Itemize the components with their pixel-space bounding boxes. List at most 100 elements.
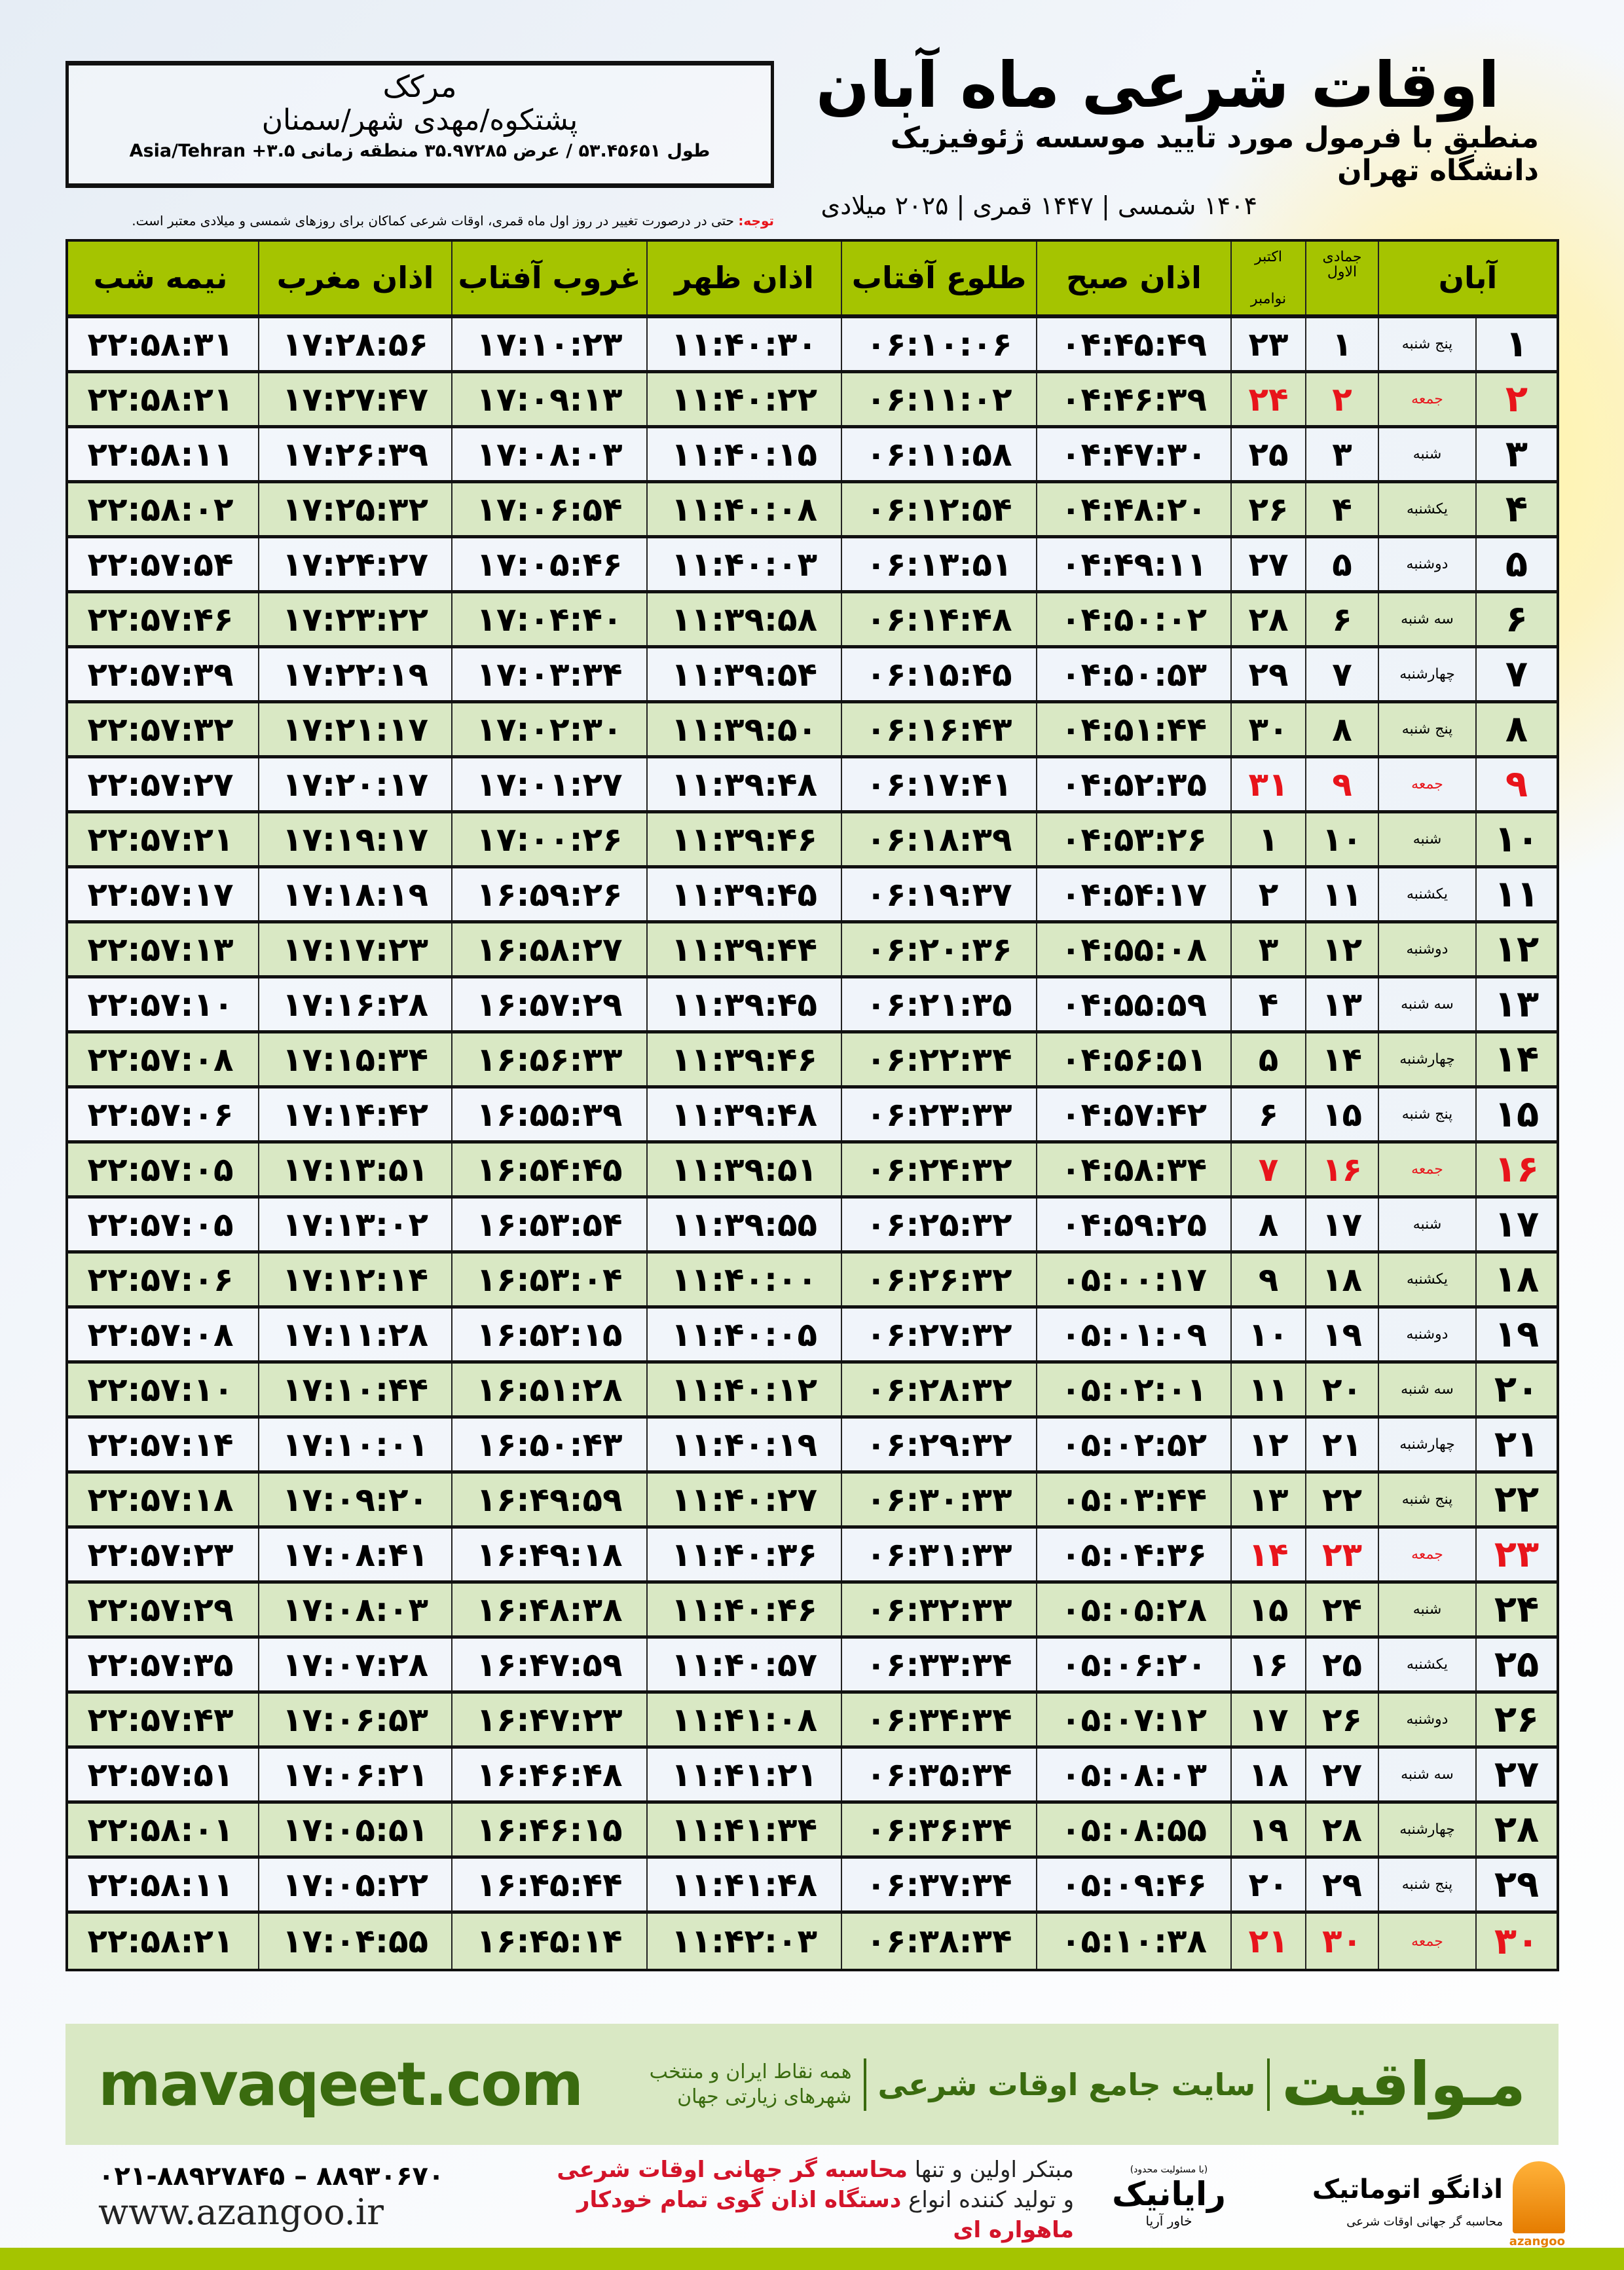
cell-fajr: ۰۴:۵۳:۲۶ <box>1036 813 1230 865</box>
cell-hijri: ۹ <box>1305 758 1378 810</box>
cell-dhuhr: ۱۱:۳۹:۴۶ <box>646 1033 841 1085</box>
page-title: اوقات شرعی ماه آبان <box>815 48 1500 122</box>
cell-fajr: ۰۴:۵۵:۰۸ <box>1036 923 1230 975</box>
cell-gregorian: ۱ <box>1230 813 1305 865</box>
cell-gregorian: ۶ <box>1230 1088 1305 1140</box>
cell-maghrib: ۱۷:۱۵:۳۴ <box>258 1033 451 1085</box>
cell-dhuhr: ۱۱:۴۰:۱۵ <box>646 428 841 480</box>
cell-hijri: ۱۶ <box>1305 1144 1378 1195</box>
cell-day: ۳۰ <box>1475 1914 1557 1969</box>
cell-sunset: ۱۶:۵۴:۴۵ <box>451 1144 646 1195</box>
cell-sunrise: ۰۶:۲۹:۳۲ <box>841 1419 1036 1470</box>
cell-midnight: ۲۲:۵۸:۳۱ <box>87 325 234 363</box>
promo-line1-highlight: محاسبه گر جهانی اوقات شرعی <box>557 2157 908 2183</box>
cell-gregorian: ۱۸ <box>1230 1749 1305 1800</box>
cell-weekday: چهارشنبه <box>1378 648 1475 700</box>
cell-sunrise: ۰۶:۱۹:۳۷ <box>841 868 1036 920</box>
cell-sunrise: ۰۶:۱۸:۳۹ <box>841 813 1036 865</box>
cell-sunset: ۱۶:۴۷:۵۹ <box>451 1639 646 1690</box>
cell-gregorian: ۲۹ <box>1230 648 1305 700</box>
cell-midnight: ۲۲:۵۷:۳۲ <box>87 710 234 749</box>
cell-hijri: ۱۲ <box>1305 923 1378 975</box>
table-row: ۱۱ یکشنبه ۱۱ ۲ ۰۴:۵۴:۱۷ ۰۶:۱۹:۳۷ ۱۱:۳۹:۴۵ ۱۶:۵۹… <box>68 868 1557 923</box>
note: توجه: حتی در درصورت تغییر در روز اول ماه… <box>65 213 774 229</box>
cell-hijri: ۱ <box>1305 318 1378 370</box>
cell-day: ۱۱ <box>1475 868 1557 920</box>
cell-midnight: ۲۲:۵۸:۲۱ <box>87 1922 234 1960</box>
cell-fajr: ۰۵:۰۷:۱۲ <box>1036 1694 1230 1745</box>
cell-dhuhr: ۱۱:۳۹:۵۵ <box>646 1199 841 1250</box>
cell-weekday: سه شنبه <box>1378 1749 1475 1800</box>
cell-sunset: ۱۶:۴۷:۲۳ <box>451 1694 646 1745</box>
cell-midnight: ۲۲:۵۷:۲۹ <box>87 1590 234 1629</box>
table-row: ۲۷ سه شنبه ۲۷ ۱۸ ۰۵:۰۸:۰۳ ۰۶:۳۵:۳۴ ۱۱:۴۱:۲۱ ۱۶:… <box>68 1749 1557 1804</box>
cell-hijri: ۲ <box>1305 373 1378 425</box>
cell-sunset: ۱۷:۰۳:۳۴ <box>451 648 646 700</box>
divider <box>863 2058 866 2111</box>
header-sunset: غروب آفتاب <box>451 242 646 314</box>
cell-gregorian: ۲۸ <box>1230 593 1305 645</box>
cell-midnight: ۲۲:۵۷:۱۰ <box>87 985 234 1024</box>
cell-sunset: ۱۶:۴۶:۴۸ <box>451 1749 646 1800</box>
cell-gregorian: ۱۵ <box>1230 1584 1305 1635</box>
cell-sunrise: ۰۶:۲۶:۳۲ <box>841 1254 1036 1305</box>
table-row: ۱۷ شنبه ۱۷ ۸ ۰۴:۵۹:۲۵ ۰۶:۲۵:۳۲ ۱۱:۳۹:۵۵ ۱۶:۵۳:۵… <box>68 1199 1557 1254</box>
cell-maghrib: ۱۷:۱۳:۰۲ <box>258 1199 451 1250</box>
cell-sunrise: ۰۶:۳۲:۳۳ <box>841 1584 1036 1635</box>
cell-hijri: ۱۱ <box>1305 868 1378 920</box>
cell-gregorian: ۳ <box>1230 923 1305 975</box>
cell-maghrib: ۱۷:۱۱:۲۸ <box>258 1309 451 1360</box>
cell-sunrise: ۰۶:۳۳:۳۴ <box>841 1639 1036 1690</box>
table-row: ۵ دوشنبه ۵ ۲۷ ۰۴:۴۹:۱۱ ۰۶:۱۳:۵۱ ۱۱:۴۰:۰۳ ۱۷:۰۵:… <box>68 538 1557 593</box>
cell-weekday: یکشنبه <box>1378 868 1475 920</box>
cell-sunrise: ۰۶:۳۱:۳۳ <box>841 1529 1036 1580</box>
cell-gregorian: ۲ <box>1230 868 1305 920</box>
table-row: ۲۰ سه شنبه ۲۰ ۱۱ ۰۵:۰۲:۰۱ ۰۶:۲۸:۳۲ ۱۱:۴۰:۱۲ ۱۶:… <box>68 1364 1557 1419</box>
cell-midnight: ۲۲:۵۷:۰۵ <box>87 1205 234 1244</box>
phone-numbers: ۰۲۱-۸۸۹۲۷۸۴۵ – ۸۸۹۳۰۶۷۰ <box>98 2161 445 2191</box>
cell-midnight: ۲۲:۵۷:۰۸ <box>87 1040 234 1079</box>
cell-sunset: ۱۷:۰۰:۲۶ <box>451 813 646 865</box>
cell-midnight: ۲۲:۵۷:۱۴ <box>87 1425 234 1464</box>
cell-dhuhr: ۱۱:۳۹:۴۵ <box>646 978 841 1030</box>
cell-gregorian: ۸ <box>1230 1199 1305 1250</box>
cell-dhuhr: ۱۱:۴۰:۴۶ <box>646 1584 841 1635</box>
cell-sunrise: ۰۶:۲۸:۳۲ <box>841 1364 1036 1415</box>
cell-sunrise: ۰۶:۳۴:۳۴ <box>841 1694 1036 1745</box>
cell-sunset: ۱۷:۱۰:۲۳ <box>451 318 646 370</box>
cell-maghrib: ۱۷:۰۵:۵۱ <box>258 1804 451 1855</box>
cell-hijri: ۴ <box>1305 483 1378 535</box>
note-label: توجه: <box>738 213 774 229</box>
cell-dhuhr: ۱۱:۴۰:۲۷ <box>646 1474 841 1525</box>
cell-hijri: ۲۳ <box>1305 1529 1378 1580</box>
cell-dhuhr: ۱۱:۴۰:۰۰ <box>646 1254 841 1305</box>
cell-gregorian: ۹ <box>1230 1254 1305 1305</box>
azangoo-website-link[interactable]: www.azangoo.ir <box>98 2191 384 2233</box>
cell-weekday: پنج شنبه <box>1378 1859 1475 1910</box>
cell-day: ۲۰ <box>1475 1364 1557 1415</box>
table-row: ۲۹ پنج شنبه ۲۹ ۲۰ ۰۵:۰۹:۴۶ ۰۶:۳۷:۳۴ ۱۱:۴۱:۴۸ ۱۶… <box>68 1859 1557 1914</box>
bottom-bar <box>0 2248 1624 2270</box>
cell-day: ۵ <box>1475 538 1557 590</box>
promo-line2-prefix: و تولید کننده انواع <box>901 2187 1074 2213</box>
cell-dhuhr: ۱۱:۳۹:۴۸ <box>646 1088 841 1140</box>
cell-gregorian: ۳۱ <box>1230 758 1305 810</box>
cell-maghrib: ۱۷:۱۰:۰۱ <box>258 1419 451 1470</box>
cell-dhuhr: ۱۱:۴۱:۴۸ <box>646 1859 841 1910</box>
cell-hijri: ۲۱ <box>1305 1419 1378 1470</box>
cell-dhuhr: ۱۱:۳۹:۵۴ <box>646 648 841 700</box>
cell-maghrib: ۱۷:۲۷:۴۷ <box>258 373 451 425</box>
cell-dhuhr: ۱۱:۳۹:۵۱ <box>646 1144 841 1195</box>
cell-sunset: ۱۷:۰۹:۱۳ <box>451 373 646 425</box>
table-header: آبان جمادی الاول اکتبر نوامبر اذان صبح طل… <box>68 242 1557 318</box>
cell-fajr: ۰۵:۰۴:۳۶ <box>1036 1529 1230 1580</box>
cell-gregorian: ۲۱ <box>1230 1914 1305 1969</box>
cell-weekday: دوشنبه <box>1378 1309 1475 1360</box>
cell-day: ۱۷ <box>1475 1199 1557 1250</box>
cell-dhuhr: ۱۱:۴۱:۰۸ <box>646 1694 841 1745</box>
site-url-link[interactable]: mavaqeet.com <box>98 2049 583 2119</box>
cell-maghrib: ۱۷:۱۲:۱۴ <box>258 1254 451 1305</box>
cell-fajr: ۰۴:۴۶:۳۹ <box>1036 373 1230 425</box>
cell-day: ۱۳ <box>1475 978 1557 1030</box>
cell-weekday: پنج شنبه <box>1378 318 1475 370</box>
